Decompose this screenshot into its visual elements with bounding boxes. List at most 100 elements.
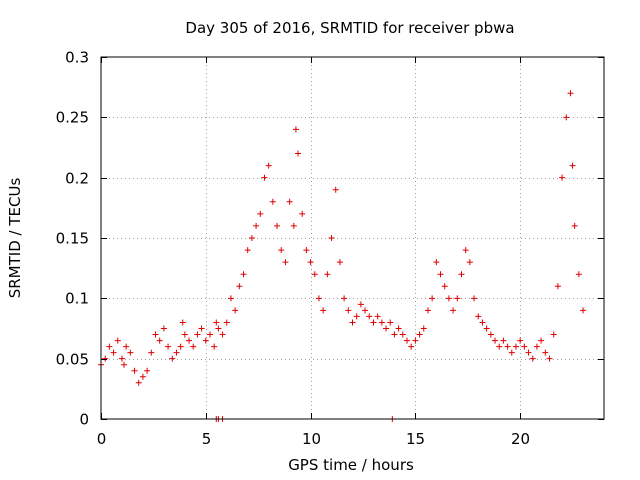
data-point <box>362 307 369 314</box>
data-point <box>571 222 578 229</box>
data-point <box>299 210 306 217</box>
data-point <box>244 247 251 254</box>
data-point <box>139 373 146 380</box>
data-point <box>341 295 348 302</box>
data-point <box>121 361 128 368</box>
data-point <box>165 343 172 350</box>
data-point <box>517 337 524 344</box>
plot-frame <box>100 56 605 420</box>
data-point <box>332 186 339 193</box>
y-tick-label: 0.15 <box>56 230 89 248</box>
data-point <box>206 331 213 338</box>
data-point <box>416 331 423 338</box>
data-point <box>315 295 322 302</box>
data-point <box>156 337 163 344</box>
data-point <box>328 235 335 241</box>
data-point <box>374 313 381 320</box>
data-point <box>395 325 402 332</box>
data-point <box>274 222 281 229</box>
x-tick-label: 20 <box>511 430 530 448</box>
data-point <box>479 319 486 326</box>
x-tick-label: 15 <box>406 430 425 448</box>
data-point <box>292 126 299 133</box>
data-point <box>186 337 193 344</box>
data-point <box>336 259 343 266</box>
data-point <box>257 210 264 217</box>
data-point <box>546 355 553 362</box>
data-point <box>538 337 545 344</box>
data-point <box>223 319 230 326</box>
data-point <box>559 174 566 181</box>
data-point <box>114 337 121 344</box>
data-point <box>450 307 457 314</box>
data-point <box>542 349 549 356</box>
data-point <box>102 355 109 362</box>
data-point <box>253 222 260 229</box>
data-point <box>357 301 364 308</box>
data-point <box>492 337 499 344</box>
x-tick-label: 5 <box>202 430 212 448</box>
data-point <box>181 331 188 338</box>
data-point <box>261 174 268 181</box>
axis-ticks: 0 0.05 0.1 0.15 0.2 0.25 0.3 0 5 10 15 20 <box>56 49 604 448</box>
data-point <box>429 295 436 302</box>
data-point <box>177 343 184 350</box>
data-point <box>575 271 582 278</box>
data-point <box>563 114 570 121</box>
data-point <box>295 150 302 157</box>
data-point <box>412 337 419 344</box>
data-point <box>462 247 469 254</box>
data-point <box>211 343 218 350</box>
data-point <box>366 313 373 320</box>
data-point <box>269 198 276 205</box>
y-tick-label: 0.05 <box>56 351 89 369</box>
gridlines <box>101 57 604 419</box>
data-point <box>504 343 511 350</box>
data-point <box>458 271 465 278</box>
data-point <box>569 162 576 169</box>
data-point <box>403 337 410 344</box>
data-point <box>437 271 444 278</box>
data-point <box>475 313 482 320</box>
data-point <box>213 319 220 326</box>
data-point <box>320 307 327 314</box>
data-point <box>169 355 176 362</box>
data-point <box>521 343 528 350</box>
y-tick-label: 0.25 <box>56 109 89 127</box>
data-point <box>580 307 587 314</box>
data-point <box>370 319 377 326</box>
y-axis-label: SRMTID / TECUs <box>6 178 24 299</box>
data-point <box>420 325 427 332</box>
data-point <box>500 337 507 344</box>
data-point <box>148 349 155 356</box>
chart-title: Day 305 of 2016, SRMTID for receiver pbw… <box>185 19 514 37</box>
data-point <box>445 295 452 302</box>
data-point <box>424 307 431 314</box>
data-point <box>219 331 226 338</box>
y-tick-label: 0 <box>79 411 89 429</box>
data-point <box>290 222 297 229</box>
data-point <box>152 331 159 338</box>
data-point <box>286 198 293 205</box>
data-point <box>232 307 239 314</box>
data-point <box>131 367 138 374</box>
data-point <box>399 331 406 338</box>
x-axis-label: GPS time / hours <box>288 456 414 474</box>
data-point <box>508 349 515 356</box>
data-point <box>483 325 490 332</box>
x-tick-label: 10 <box>302 430 321 448</box>
data-point <box>127 349 134 356</box>
data-point <box>433 259 440 266</box>
data-point <box>387 319 394 326</box>
data-point <box>198 325 205 332</box>
y-tick-label: 0.1 <box>65 290 89 308</box>
data-point <box>248 235 255 241</box>
data-point <box>265 162 272 169</box>
data-point <box>353 313 360 320</box>
data-point <box>378 319 385 326</box>
data-point <box>466 259 473 266</box>
data-point <box>173 349 180 356</box>
data-points <box>98 90 587 422</box>
data-point <box>408 343 415 350</box>
